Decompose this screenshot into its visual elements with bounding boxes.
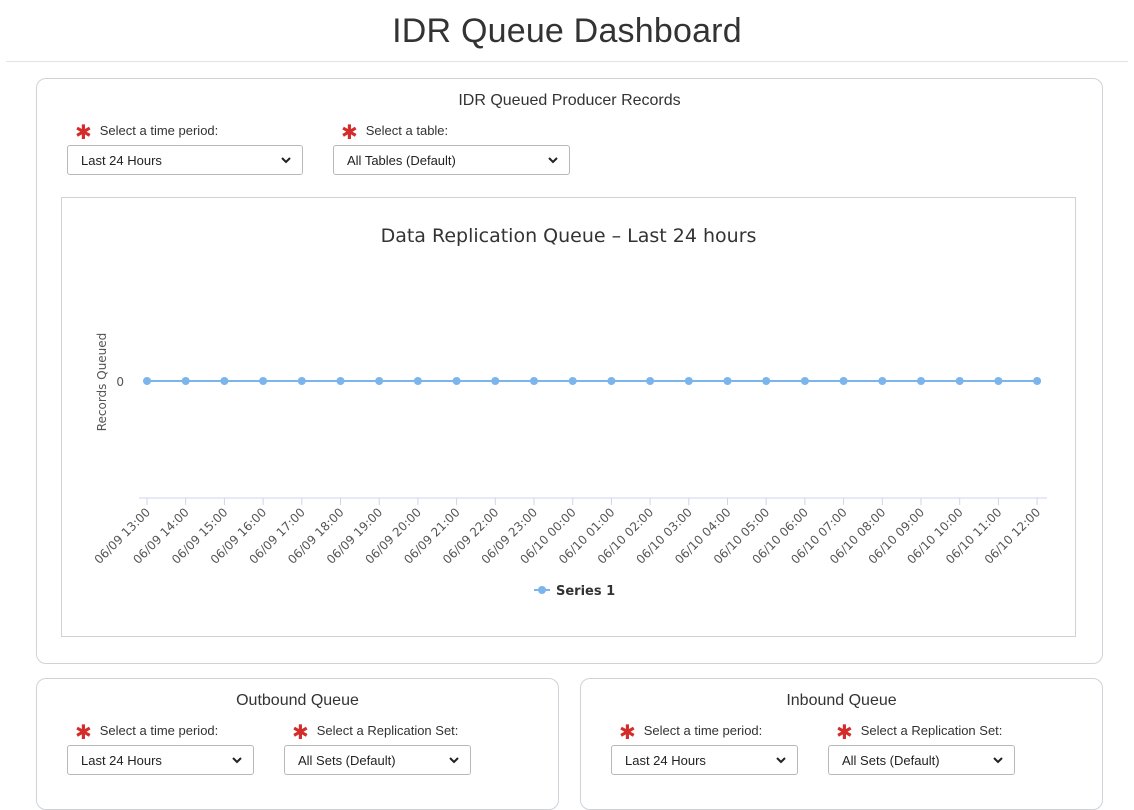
required-asterisk-icon: ✱: [75, 122, 92, 144]
series-point: [259, 377, 268, 385]
series-point: [530, 377, 538, 385]
chevron-down-icon: [993, 757, 1003, 764]
outbound-time-select[interactable]: Last 24 Hours: [67, 745, 254, 775]
required-asterisk-icon: ✱: [75, 722, 92, 744]
required-asterisk-icon: ✱: [836, 722, 853, 744]
series-point: [839, 377, 848, 385]
title-divider: [6, 61, 1128, 62]
series-point: [413, 377, 422, 385]
replication-queue-chart: Data Replication Queue – Last 24 hours Re…: [61, 197, 1076, 637]
chevron-down-icon: [776, 757, 786, 764]
series-point: [955, 377, 964, 385]
legend-marker: [538, 586, 546, 594]
producer-time-label: ✱ Select a time period:: [75, 122, 219, 144]
series-point: [646, 377, 655, 385]
series-point: [452, 377, 461, 385]
outbound-panel-title: Outbound Queue: [236, 692, 359, 709]
inbound-set-select[interactable]: All Sets (Default): [828, 745, 1015, 775]
page-title: IDR Queue Dashboard: [392, 12, 742, 50]
required-asterisk-icon: ✱: [292, 722, 309, 744]
series-point: [375, 377, 384, 385]
required-asterisk-icon: ✱: [341, 122, 358, 144]
chevron-down-icon: [449, 757, 459, 764]
series-point: [994, 377, 1003, 385]
series-point: [568, 377, 577, 385]
producer-table-select[interactable]: All Tables (Default): [333, 145, 570, 175]
outbound-set-select[interactable]: All Sets (Default): [284, 745, 471, 775]
series-point: [143, 377, 151, 385]
outbound-set-label: ✱ Select a Replication Set:: [292, 722, 459, 744]
producer-panel-title: IDR Queued Producer Records: [458, 92, 681, 109]
producer-records-panel: IDR Queued Producer Records ✱ Select a ti…: [36, 78, 1103, 664]
outbound-time-label: ✱ Select a time period:: [75, 722, 219, 744]
chevron-down-icon: [548, 157, 558, 164]
producer-time-select[interactable]: Last 24 Hours: [67, 145, 303, 175]
chevron-down-icon: [281, 157, 291, 164]
chart-title: Data Replication Queue – Last 24 hours: [381, 225, 757, 247]
required-asterisk-icon: ✱: [619, 722, 636, 744]
inbound-time-select[interactable]: Last 24 Hours: [611, 745, 798, 775]
inbound-time-label: ✱ Select a time period:: [619, 722, 763, 744]
series-point: [762, 377, 771, 385]
chart-canvas: Data Replication Queue – Last 24 hours Re…: [92, 225, 1047, 599]
inbound-panel-title: Inbound Queue: [786, 692, 897, 709]
inbound-set-label: ✱ Select a Replication Set:: [836, 722, 1003, 744]
y-axis-label: Records Queued: [95, 333, 109, 432]
series-point: [878, 377, 887, 385]
series-point: [1033, 377, 1042, 385]
series-point: [491, 377, 500, 385]
legend-label: Series 1: [556, 584, 615, 599]
series-point: [336, 377, 345, 385]
inbound-queue-panel: Inbound Queue ✱ Select a time period: Las…: [580, 678, 1103, 810]
chevron-down-icon: [232, 757, 242, 764]
producer-table-label: ✱ Select a table:: [341, 122, 449, 144]
series-point: [220, 377, 229, 385]
series-point: [723, 377, 732, 385]
series-point: [684, 377, 693, 385]
series-point: [917, 377, 925, 385]
series-point: [181, 377, 190, 385]
outbound-queue-panel: Outbound Queue ✱ Select a time period: La…: [36, 678, 559, 810]
series-point: [297, 377, 306, 385]
series-point: [800, 377, 809, 385]
series-point: [607, 377, 616, 385]
y-tick-label: 0: [116, 375, 124, 389]
